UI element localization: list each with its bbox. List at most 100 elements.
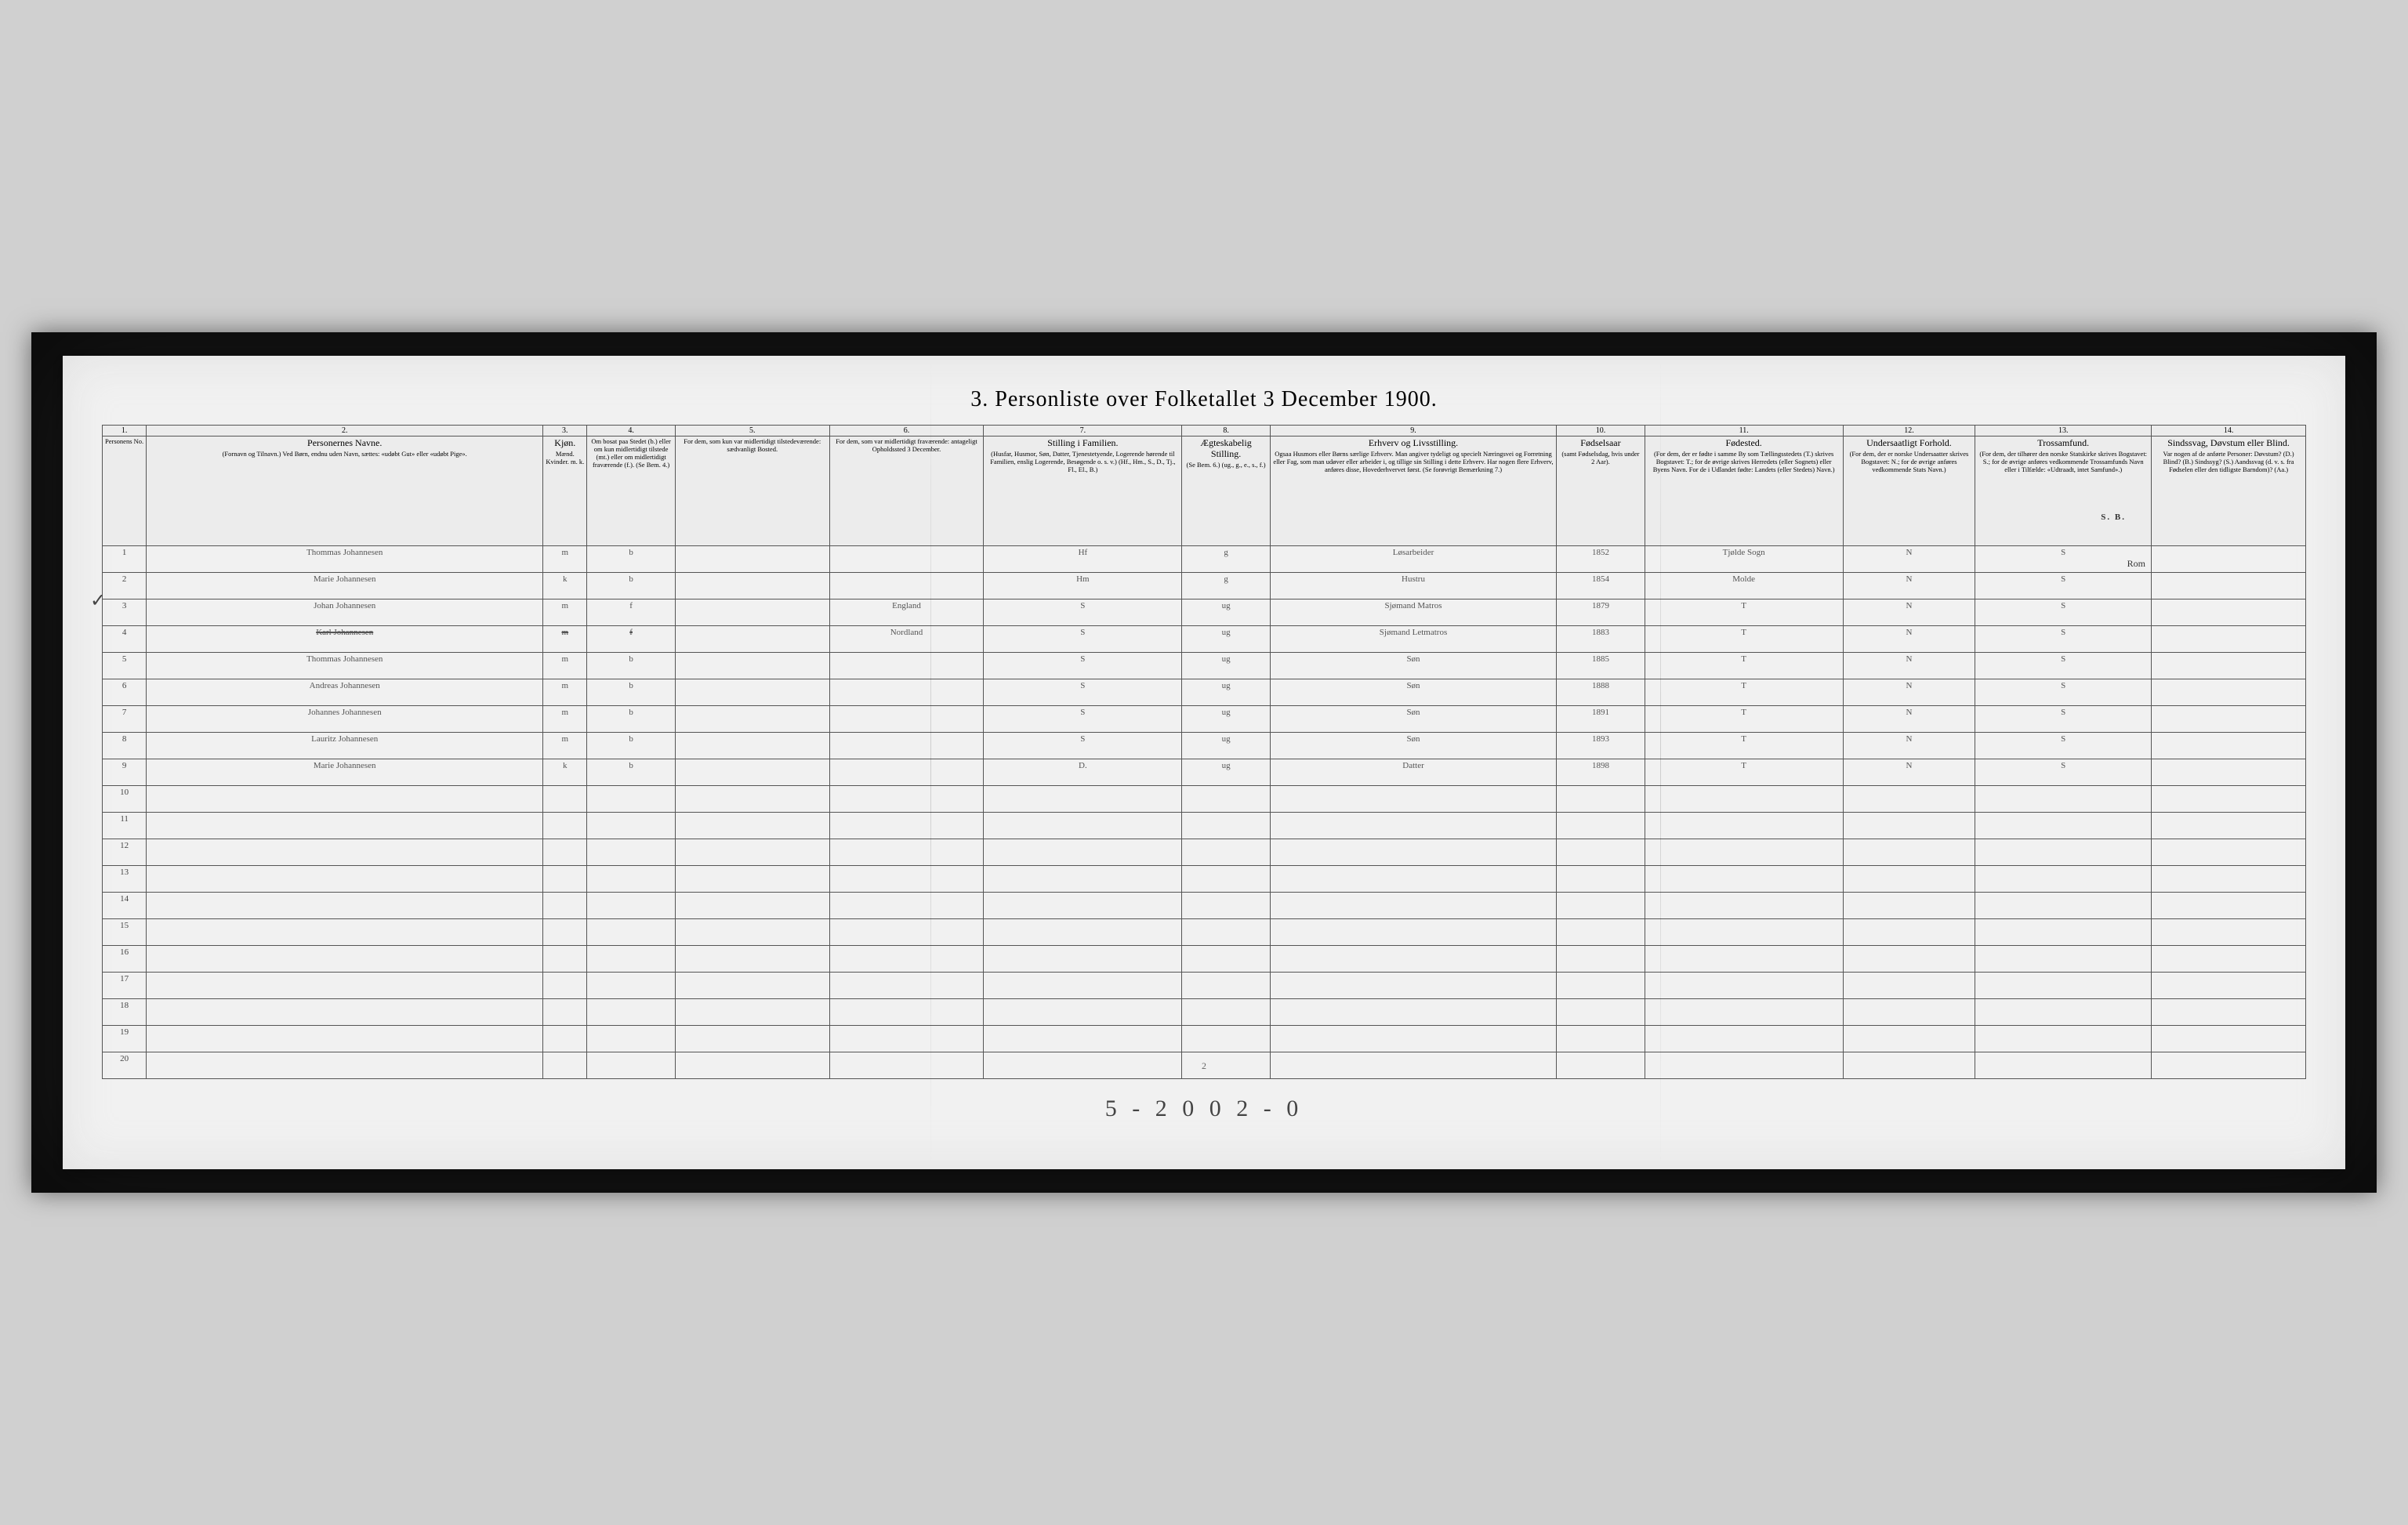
cell-no: 1 xyxy=(103,546,147,573)
cell-mar: g xyxy=(1182,573,1270,599)
table-row-empty: 13 xyxy=(103,866,2306,893)
cell-empty xyxy=(1843,813,1975,839)
table-row-empty: 14 xyxy=(103,893,2306,919)
cell-empty xyxy=(587,866,675,893)
cell-empty xyxy=(984,946,1182,973)
cell-rel: S xyxy=(1975,679,2152,706)
cell-occ: Søn xyxy=(1270,679,1556,706)
paper-fold-1 xyxy=(930,356,931,1170)
cell-empty xyxy=(2152,999,2306,1026)
table-header: 1.2.3.4.5.6.7.8.9.10.11.12.13.14. Person… xyxy=(103,425,2306,546)
table-row: 1Thommas JohannesenmbHfgLøsarbeider1852T… xyxy=(103,546,2306,573)
cell-inf xyxy=(2152,653,2306,679)
column-number-2: 2. xyxy=(147,425,543,436)
cell-away: England xyxy=(829,599,984,626)
cell-res: b xyxy=(587,653,675,679)
cell-inf xyxy=(2152,573,2306,599)
cell-empty xyxy=(1645,1026,1843,1052)
cell-temp xyxy=(675,759,829,786)
cell-birth: T xyxy=(1645,653,1843,679)
page-number: 2 xyxy=(102,1060,2306,1072)
cell-empty xyxy=(1557,973,1645,999)
header-cell-3: Kjøn.Mænd. Kvinder. m. k. xyxy=(543,436,587,546)
cell-empty xyxy=(675,919,829,946)
cell-rel: S xyxy=(1975,599,2152,626)
cell-res: f xyxy=(587,599,675,626)
cell-empty xyxy=(1557,999,1645,1026)
cell-empty xyxy=(1270,786,1556,813)
cell-temp xyxy=(675,653,829,679)
cell-res: b xyxy=(587,706,675,733)
cell-empty xyxy=(587,813,675,839)
cell-sex: m xyxy=(543,626,587,653)
cell-empty xyxy=(1270,1026,1556,1052)
cell-empty xyxy=(1975,866,2152,893)
cell-mar: ug xyxy=(1182,733,1270,759)
cell-empty xyxy=(147,946,543,973)
cell-empty xyxy=(2152,973,2306,999)
cell-empty xyxy=(1182,839,1270,866)
cell-no: 6 xyxy=(103,679,147,706)
cell-empty xyxy=(1975,919,2152,946)
cell-empty xyxy=(675,866,829,893)
cell-year: 1883 xyxy=(1557,626,1645,653)
cell-occ: Søn xyxy=(1270,653,1556,679)
cell-empty xyxy=(587,973,675,999)
cell-empty xyxy=(1645,893,1843,919)
table-row-empty: 19 xyxy=(103,1026,2306,1052)
cell-name: Johannes Johannesen xyxy=(147,706,543,733)
header-cell-13: Trossamfund.(For dem, der tilhører den n… xyxy=(1975,436,2152,546)
cell-occ: Sjømand Letmatros xyxy=(1270,626,1556,653)
cell-birth: T xyxy=(1645,706,1843,733)
cell-away xyxy=(829,706,984,733)
header-cell-5: For dem, som kun var midlertidigt tilste… xyxy=(675,436,829,546)
cell-empty xyxy=(147,813,543,839)
cell-empty xyxy=(2152,1026,2306,1052)
cell-empty xyxy=(984,999,1182,1026)
cell-empty xyxy=(1557,893,1645,919)
cell-empty xyxy=(984,866,1182,893)
table-row: 9Marie JohannesenkbD.ugDatter1898TNS xyxy=(103,759,2306,786)
cell-empty xyxy=(1843,999,1975,1026)
paper-fold-2 xyxy=(1660,356,1661,1170)
cell-away xyxy=(829,679,984,706)
cell-empty xyxy=(1975,1026,2152,1052)
cell-fam: S xyxy=(984,626,1182,653)
cell-empty xyxy=(984,1026,1182,1052)
cell-name: Thommas Johannesen xyxy=(147,546,543,573)
cell-empty xyxy=(1182,866,1270,893)
cell-year: 1888 xyxy=(1557,679,1645,706)
cell-empty: 19 xyxy=(103,1026,147,1052)
cell-empty xyxy=(1843,893,1975,919)
cell-empty xyxy=(829,999,984,1026)
cell-birth: T xyxy=(1645,599,1843,626)
cell-temp xyxy=(675,546,829,573)
cell-empty: 17 xyxy=(103,973,147,999)
cell-empty xyxy=(587,839,675,866)
cell-temp xyxy=(675,599,829,626)
cell-empty xyxy=(587,1026,675,1052)
cell-away: Nordland xyxy=(829,626,984,653)
cell-no: 7 xyxy=(103,706,147,733)
cell-empty xyxy=(675,813,829,839)
cell-empty xyxy=(1975,973,2152,999)
cell-empty xyxy=(587,919,675,946)
cell-empty xyxy=(984,893,1182,919)
header-cell-11: Fødested.(For dem, der er fødte i samme … xyxy=(1645,436,1843,546)
header-cell-12: Undersaatligt Forhold.(For dem, der er n… xyxy=(1843,436,1975,546)
cell-occ: Søn xyxy=(1270,733,1556,759)
column-number-8: 8. xyxy=(1182,425,1270,436)
cell-empty: 14 xyxy=(103,893,147,919)
cell-empty xyxy=(2152,946,2306,973)
cell-empty xyxy=(829,973,984,999)
cell-empty xyxy=(1645,813,1843,839)
cell-empty xyxy=(1182,1026,1270,1052)
cell-empty xyxy=(1645,786,1843,813)
cell-nat: N xyxy=(1843,679,1975,706)
cell-empty xyxy=(1645,919,1843,946)
cell-fam: S xyxy=(984,653,1182,679)
cell-birth: T xyxy=(1645,759,1843,786)
table-row-empty: 11 xyxy=(103,813,2306,839)
cell-nat: N xyxy=(1843,573,1975,599)
cell-sex: m xyxy=(543,546,587,573)
